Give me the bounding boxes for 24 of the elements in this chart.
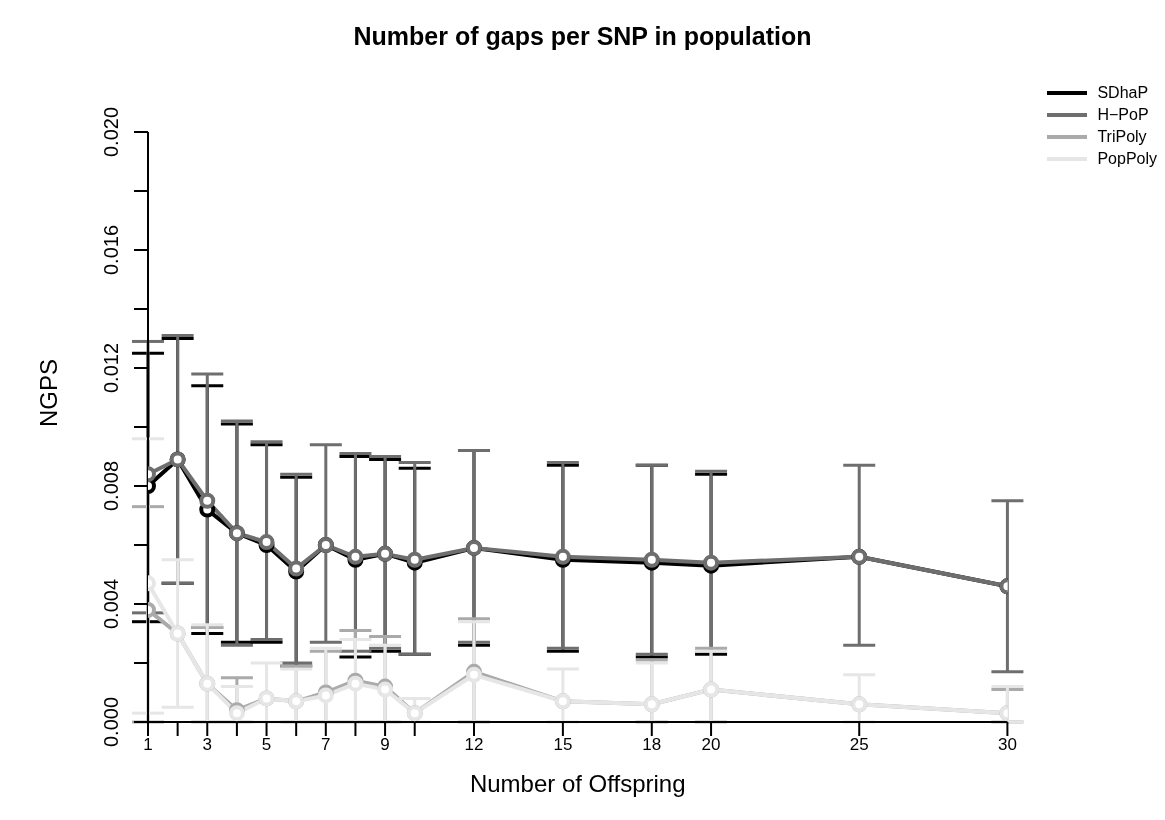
legend-label: SDhaP <box>1097 83 1149 103</box>
x-tick-label: 3 <box>202 735 212 755</box>
x-tick-label: 20 <box>701 735 721 755</box>
y-tick-label: 0.004 <box>100 578 122 630</box>
x-tick-label: 30 <box>997 735 1017 755</box>
x-tick-label: 18 <box>642 735 662 755</box>
legend-label: H−PoP <box>1097 105 1149 125</box>
y-axis-title: NGPS <box>34 358 62 427</box>
x-tick-label: 15 <box>553 735 573 755</box>
x-tick-label: 7 <box>321 735 331 755</box>
legend-label: PopPoly <box>1097 149 1157 169</box>
y-tick-label: 0.008 <box>100 460 122 512</box>
chart-title: Number of gaps per SNP in population <box>352 21 813 52</box>
y-tick-label: 0.016 <box>100 224 122 276</box>
x-tick-label: 9 <box>380 735 390 755</box>
y-tick-label: 0.012 <box>100 342 122 394</box>
x-tick-label: 25 <box>849 735 869 755</box>
x-tick-label: 5 <box>261 735 272 755</box>
x-tick-label: 12 <box>464 735 484 755</box>
x-axis-title: Number of Offspring <box>469 770 686 797</box>
y-tick-label: 0.020 <box>100 106 122 158</box>
legend-label: TriPoly <box>1097 127 1147 147</box>
y-tick-label: 0.000 <box>100 696 122 748</box>
x-tick-label: 1 <box>143 735 153 755</box>
